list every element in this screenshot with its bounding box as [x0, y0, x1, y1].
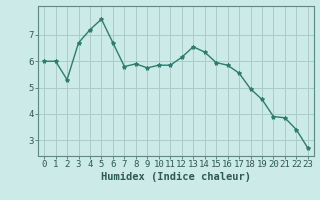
X-axis label: Humidex (Indice chaleur): Humidex (Indice chaleur) [101, 172, 251, 182]
